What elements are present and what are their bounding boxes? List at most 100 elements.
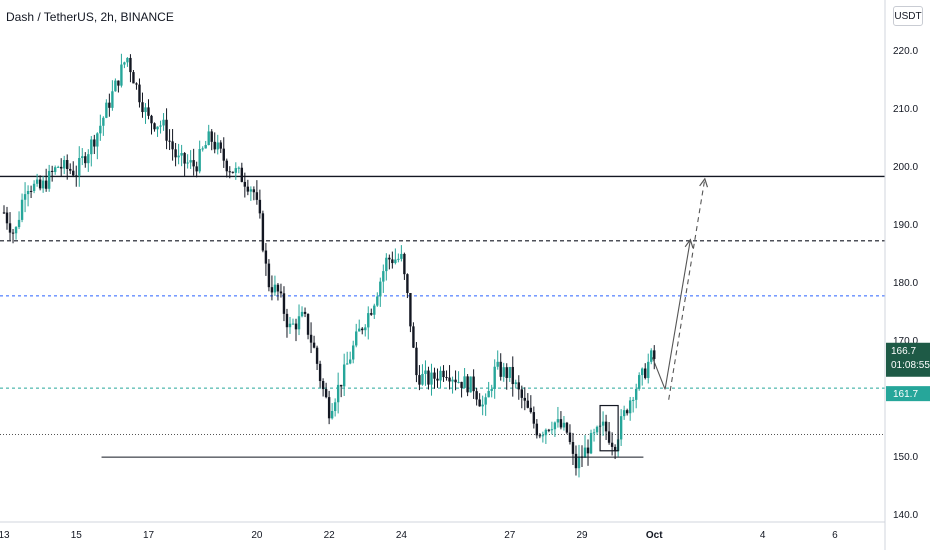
candle-body bbox=[496, 361, 499, 367]
candle-body bbox=[538, 435, 542, 437]
candle-body bbox=[457, 381, 460, 383]
candle-body bbox=[264, 250, 268, 264]
candle-body bbox=[502, 367, 505, 377]
candles bbox=[2, 53, 656, 478]
candle-body bbox=[318, 363, 322, 382]
candle-body bbox=[5, 212, 9, 224]
candle-body bbox=[111, 91, 114, 108]
candle-body bbox=[475, 391, 478, 400]
candle-body bbox=[333, 402, 337, 411]
candle-body bbox=[466, 376, 469, 393]
candle-body bbox=[342, 364, 346, 387]
current-price-badge bbox=[886, 342, 930, 377]
candle-body bbox=[78, 158, 81, 176]
candle-body bbox=[415, 347, 418, 376]
symbol-title: Dash / TetherUS, 2h, BINANCE bbox=[6, 10, 174, 24]
candle-body bbox=[562, 422, 566, 428]
candle-body bbox=[69, 168, 72, 171]
candle-body bbox=[246, 186, 250, 192]
time-tick-label: 17 bbox=[143, 530, 155, 541]
candle-body bbox=[330, 410, 334, 419]
candle-body bbox=[75, 175, 78, 177]
candle-body bbox=[487, 390, 490, 398]
candle-body bbox=[376, 296, 379, 306]
candle-body bbox=[508, 366, 511, 378]
price-axis: 220.0 210.0 200.0 190.0 180.0 170.0 150.0 140.0… bbox=[884, 0, 930, 550]
candle-body bbox=[622, 410, 626, 417]
candle-body bbox=[270, 287, 274, 293]
candle-body bbox=[180, 153, 183, 156]
currency-button[interactable]: USDT bbox=[893, 6, 923, 26]
candle-body bbox=[258, 199, 262, 214]
candle-body bbox=[288, 323, 292, 328]
candle-body bbox=[650, 350, 653, 362]
candle-body bbox=[568, 432, 572, 443]
candle-body bbox=[108, 102, 111, 108]
candle-body bbox=[514, 382, 517, 385]
candle-body bbox=[445, 377, 448, 379]
candle-body bbox=[309, 334, 313, 343]
candle-body bbox=[430, 372, 433, 385]
candle-body bbox=[267, 263, 271, 288]
candle-body bbox=[2, 212, 6, 214]
candle-body bbox=[261, 213, 265, 251]
candle-body bbox=[327, 397, 331, 419]
time-tick-label: 29 bbox=[576, 530, 588, 541]
candle-body bbox=[532, 412, 536, 424]
candle-body bbox=[90, 139, 93, 155]
candle-body bbox=[29, 190, 33, 192]
time-tick-label: 20 bbox=[251, 530, 263, 541]
candle-body bbox=[604, 421, 608, 432]
candle-body bbox=[32, 183, 36, 191]
candle-body bbox=[306, 313, 310, 335]
candle-body bbox=[183, 153, 186, 164]
candle-body bbox=[186, 162, 189, 164]
candle-body bbox=[409, 292, 412, 327]
candle-body bbox=[228, 171, 231, 173]
time-tick-label: 6 bbox=[832, 530, 838, 541]
candle-body bbox=[460, 381, 463, 388]
candle-body bbox=[373, 305, 376, 315]
candle-body bbox=[321, 381, 325, 390]
candle-body bbox=[424, 370, 427, 374]
candle-body bbox=[177, 155, 180, 158]
candle-body bbox=[553, 422, 557, 430]
candle-body bbox=[454, 379, 457, 383]
candle-body bbox=[282, 293, 286, 314]
candle-body bbox=[634, 388, 638, 400]
candle-body bbox=[571, 442, 575, 454]
rectangle-drawing bbox=[599, 404, 619, 452]
candle-body bbox=[637, 375, 641, 389]
candle-body bbox=[472, 376, 475, 392]
candle-body bbox=[481, 404, 484, 407]
candle-body bbox=[93, 139, 96, 147]
candle-body bbox=[490, 388, 493, 391]
candle-body bbox=[364, 327, 367, 331]
candle-body bbox=[87, 154, 90, 164]
candle-body bbox=[499, 361, 502, 377]
candle-body bbox=[35, 179, 39, 184]
bar-countdown: 01:08:55 bbox=[891, 360, 930, 371]
candle-body bbox=[631, 399, 635, 401]
candle-body bbox=[303, 311, 307, 314]
candle-body bbox=[14, 227, 18, 234]
candle-body bbox=[53, 167, 57, 172]
candle-body bbox=[574, 453, 578, 469]
horizontal-levels bbox=[0, 175, 885, 436]
candle-body bbox=[339, 384, 343, 387]
candle-body bbox=[285, 313, 289, 328]
candle-body bbox=[607, 431, 611, 443]
time-tick-label: 13 bbox=[0, 530, 10, 541]
candle-body bbox=[192, 160, 195, 167]
time-tick-label: 22 bbox=[324, 530, 336, 541]
candle-body bbox=[20, 199, 24, 220]
candle-body bbox=[463, 376, 466, 388]
candle-body bbox=[102, 117, 105, 126]
candle-body bbox=[81, 156, 84, 159]
candle-body bbox=[300, 311, 304, 317]
time-tick-label: 27 bbox=[504, 530, 516, 541]
candle-body bbox=[559, 419, 563, 428]
candle-body bbox=[213, 141, 216, 150]
